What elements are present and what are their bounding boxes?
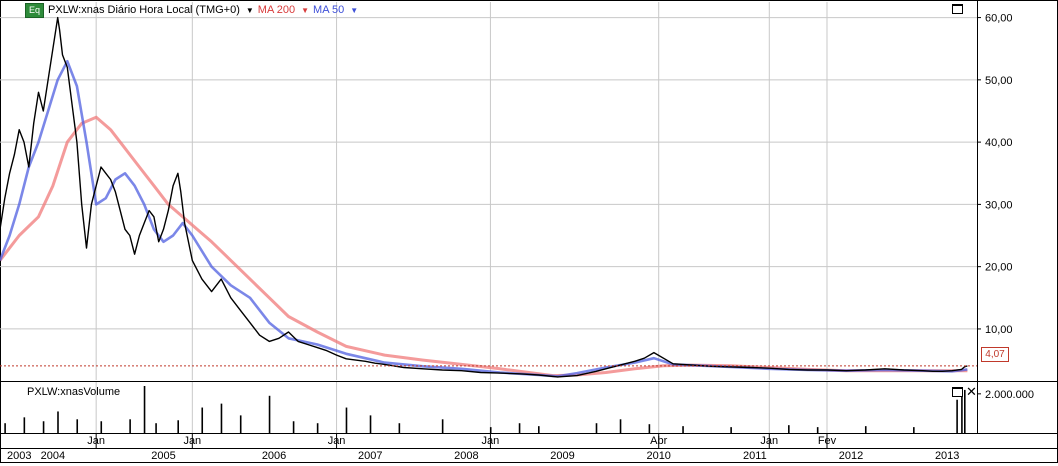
volume-bar [316,423,319,433]
volume-bar [398,423,401,433]
volume-bar [76,419,79,433]
volume-bar [538,426,540,433]
volume-bar [648,424,651,433]
volume-bar [268,395,271,433]
volume-bar [177,420,179,433]
volume-bar [155,423,157,433]
volume-bar [129,419,131,433]
volume-bar [441,419,444,433]
eq-badge[interactable]: Eq [25,2,45,18]
x-month-label: Jan [760,435,778,447]
x-year-label: 2006 [262,450,286,462]
x-year-label: 2007 [358,450,382,462]
x-year-label: 2009 [550,450,574,462]
volume-bar [345,407,348,433]
x-month-label: Fev [818,435,837,447]
close-icon[interactable]: ✕ [966,384,977,399]
volume-bar [23,417,26,433]
volume-bar [42,421,45,433]
volume-bar [369,415,372,433]
volume-bar [57,411,59,433]
volume-bar [913,427,915,433]
y-tick-label: 20,00 [985,262,1013,274]
volume-bar [292,421,295,433]
volume-bar [864,426,867,433]
volume-bar [788,425,790,433]
x-year-label: 2010 [646,450,670,462]
volume-bar [518,423,521,433]
volume-bar [619,419,622,433]
ma50-legend[interactable]: MA 50 [313,4,345,16]
volume-bar [816,427,819,433]
maximize-icon[interactable] [952,4,963,14]
y-tick-label: 60,00 [985,13,1013,25]
volume-bar [143,386,146,433]
x-month-label: Jan [328,435,346,447]
maximize-icon[interactable] [952,387,963,397]
x-year-label: 2004 [41,450,65,462]
y-tick-label: 40,00 [985,137,1013,149]
ma200-series-line [0,115,968,378]
volume-bar [100,421,103,433]
chart-header: Eq PXLW:xnas Diário Hora Local (TMG+0) ▼ … [25,2,359,18]
x-year-label: 2011 [743,450,767,462]
price-series-line [0,16,968,378]
x-month-label: Abr [650,435,667,447]
x-month-label: Jan [87,435,105,447]
x-year-label: 2013 [935,450,959,462]
volume-bar [595,423,598,433]
y-tick-label: 30,00 [985,199,1013,211]
dropdown-arrow-icon[interactable]: ▼ [350,5,359,15]
volume-y-tick-label: 2.000.000 [985,389,1034,401]
volume-bar [961,387,963,433]
ma200-legend[interactable]: MA 200 [257,4,296,16]
y-tick-label: 50,00 [985,75,1013,87]
x-year-label: 2008 [454,450,478,462]
volume-bar [682,426,684,433]
volume-bar [220,403,223,433]
volume-bar [730,427,732,433]
y-tick-label: 10,00 [985,324,1013,336]
volume-bar [239,415,242,433]
dropdown-arrow-icon[interactable]: ▼ [245,5,254,15]
volume-bar [4,423,6,433]
x-year-label: 2012 [839,450,863,462]
x-year-label: 2003 [7,450,31,462]
volume-bar [963,389,966,433]
volume-bar [956,399,958,433]
volume-bar [489,427,492,433]
x-year-label: 2005 [151,450,175,462]
last-price-tag: 4,07 [981,347,1009,362]
dropdown-arrow-icon[interactable]: ▼ [301,5,310,15]
symbol-title[interactable]: PXLW:xnas Diário Hora Local (TMG+0) [48,4,240,16]
x-month-label: Jan [183,435,201,447]
volume-title: PXLW:xnasVolume [27,386,121,398]
x-month-label: Jan [482,435,500,447]
volume-bar [201,407,204,433]
